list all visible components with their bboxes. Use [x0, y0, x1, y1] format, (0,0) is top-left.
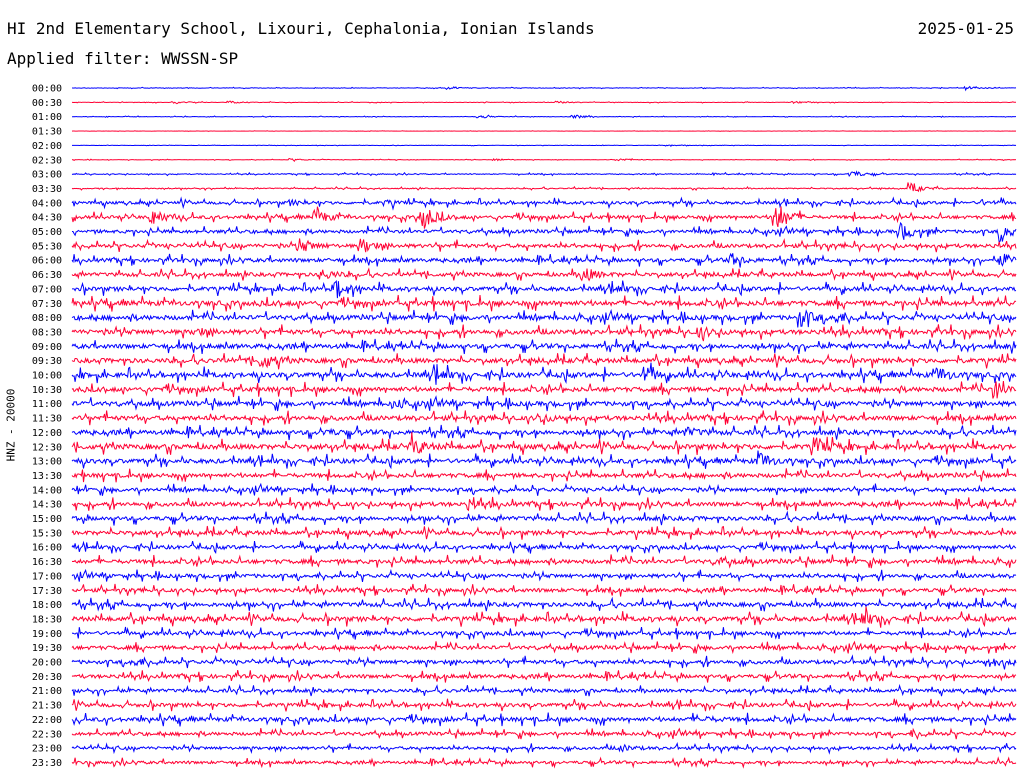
- time-tick-labels: 00:00 00:30 01:00 01:30 02:00 02:30 03:00 03:30…: [32, 84, 62, 769]
- trace-2230: [72, 728, 1016, 739]
- trace-0600: [72, 253, 1016, 267]
- trace-2030: [72, 670, 1016, 683]
- time-tick-label: 07:30: [32, 299, 62, 310]
- time-tick-label: 18:30: [32, 614, 62, 625]
- trace-1330: [72, 468, 1016, 482]
- time-tick-label: 00:30: [32, 98, 62, 109]
- time-tick-label: 15:30: [32, 528, 62, 539]
- trace-0000: [72, 87, 1016, 90]
- trace-2300: [72, 743, 1016, 753]
- trace-1600: [72, 541, 1016, 554]
- trace-0800: [72, 310, 1016, 328]
- time-tick-label: 16:30: [32, 557, 62, 568]
- time-tick-label: 20:00: [32, 658, 62, 669]
- trace-2130: [72, 699, 1016, 712]
- time-tick-label: 09:00: [32, 342, 62, 353]
- trace-0930: [72, 353, 1016, 369]
- time-tick-label: 11:00: [32, 399, 62, 410]
- time-tick-label: 21:30: [32, 701, 62, 712]
- time-tick-label: 23:30: [32, 758, 62, 769]
- trace-0200: [72, 145, 1016, 146]
- trace-1530: [72, 526, 1016, 540]
- trace-1000: [72, 363, 1016, 385]
- time-tick-label: 09:30: [32, 356, 62, 367]
- trace-0630: [72, 268, 1016, 280]
- time-tick-label: 22:00: [32, 715, 62, 726]
- time-tick-label: 08:30: [32, 327, 62, 338]
- time-tick-label: 18:00: [32, 600, 62, 611]
- trace-1030: [72, 381, 1016, 398]
- time-tick-label: 04:00: [32, 198, 62, 209]
- time-tick-label: 04:30: [32, 213, 62, 224]
- time-tick-label: 00:00: [32, 84, 62, 95]
- time-tick-label: 20:30: [32, 672, 62, 683]
- trace-2200: [72, 713, 1016, 727]
- trace-0330: [72, 183, 1016, 192]
- trace-1700: [72, 570, 1016, 582]
- seismogram-traces: [72, 87, 1016, 768]
- time-tick-label: 13:00: [32, 457, 62, 468]
- trace-1930: [72, 641, 1016, 653]
- time-tick-label: 10:00: [32, 371, 62, 382]
- trace-0500: [72, 223, 1016, 242]
- time-tick-label: 01:00: [32, 112, 62, 123]
- time-tick-label: 17:00: [32, 571, 62, 582]
- trace-0100: [72, 115, 1016, 118]
- time-tick-label: 07:00: [32, 284, 62, 295]
- trace-1730: [72, 584, 1016, 597]
- time-tick-label: 19:00: [32, 629, 62, 640]
- time-tick-label: 08:00: [32, 313, 62, 324]
- trace-1200: [72, 425, 1016, 440]
- trace-2100: [72, 685, 1016, 696]
- trace-0030: [72, 101, 1016, 104]
- time-tick-label: 14:30: [32, 500, 62, 511]
- trace-1630: [72, 554, 1016, 568]
- time-tick-label: 05:00: [32, 227, 62, 238]
- time-tick-label: 06:30: [32, 270, 62, 281]
- time-tick-label: 05:30: [32, 241, 62, 252]
- trace-0230: [72, 159, 1016, 162]
- time-tick-label: 13:30: [32, 471, 62, 482]
- trace-0300: [72, 172, 1016, 176]
- trace-1900: [72, 627, 1016, 640]
- time-tick-label: 06:00: [32, 256, 62, 267]
- trace-2330: [72, 758, 1016, 768]
- trace-1300: [72, 451, 1016, 469]
- time-tick-label: 14:00: [32, 485, 62, 496]
- time-tick-label: 03:00: [32, 170, 62, 181]
- trace-0900: [72, 339, 1016, 354]
- trace-1100: [72, 396, 1016, 411]
- trace-1800: [72, 598, 1016, 612]
- time-tick-label: 15:00: [32, 514, 62, 525]
- time-tick-label: 02:30: [32, 155, 62, 166]
- time-tick-label: 21:00: [32, 686, 62, 697]
- trace-0400: [72, 198, 1016, 209]
- time-tick-label: 12:30: [32, 442, 62, 453]
- trace-0830: [72, 324, 1016, 341]
- trace-0430: [72, 206, 1016, 228]
- time-tick-label: 02:00: [32, 141, 62, 152]
- trace-1830: [72, 607, 1016, 628]
- time-tick-label: 22:30: [32, 729, 62, 740]
- trace-0700: [72, 281, 1016, 299]
- trace-0530: [72, 238, 1016, 252]
- trace-1130: [72, 410, 1016, 425]
- time-tick-label: 01:30: [32, 127, 62, 138]
- trace-1500: [72, 512, 1016, 526]
- time-tick-label: 12:00: [32, 428, 62, 439]
- time-tick-label: 11:30: [32, 414, 62, 425]
- trace-0130: [72, 131, 1016, 132]
- time-tick-label: 19:30: [32, 643, 62, 654]
- trace-0730: [72, 295, 1016, 312]
- time-tick-label: 16:00: [32, 543, 62, 554]
- trace-1400: [72, 484, 1016, 496]
- time-tick-label: 23:00: [32, 744, 62, 755]
- time-tick-label: 17:30: [32, 586, 62, 597]
- time-tick-label: 03:30: [32, 184, 62, 195]
- trace-2000: [72, 656, 1016, 670]
- trace-1230: [72, 432, 1016, 455]
- trace-1430: [72, 497, 1016, 511]
- time-tick-label: 10:30: [32, 385, 62, 396]
